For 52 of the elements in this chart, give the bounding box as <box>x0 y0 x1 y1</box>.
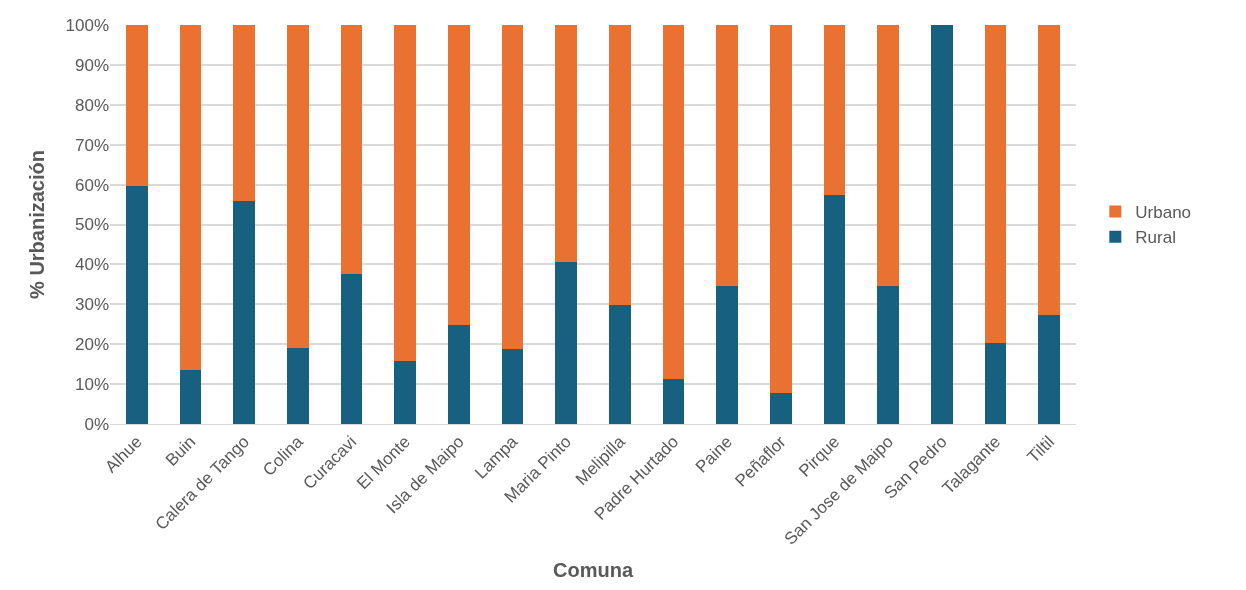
bar <box>448 325 470 424</box>
bar <box>287 25 309 349</box>
bar <box>555 25 577 263</box>
bar <box>394 25 416 361</box>
bar <box>609 25 631 305</box>
bar <box>340 25 363 274</box>
bar <box>126 186 148 424</box>
bar <box>233 201 255 424</box>
y-tick-label: 60% <box>74 175 109 195</box>
y-tick-label: 50% <box>74 215 109 235</box>
y-tick-label: 70% <box>74 135 109 155</box>
bar <box>448 25 470 326</box>
y-tick-label: 0% <box>84 414 109 434</box>
legend-label: Urbano <box>1135 203 1192 223</box>
bar <box>716 25 738 286</box>
bar <box>555 262 577 424</box>
bar <box>877 285 899 424</box>
bar <box>662 25 685 380</box>
bar <box>823 25 846 196</box>
x-axis-title: Comuna <box>553 559 634 582</box>
bar <box>823 195 846 424</box>
y-tick-label: 90% <box>74 55 109 75</box>
bar <box>287 348 309 424</box>
bar <box>233 25 255 202</box>
y-tick-label: 100% <box>65 15 109 35</box>
bar <box>394 360 416 424</box>
legend-label: Rural <box>1135 228 1176 248</box>
bar <box>340 273 363 424</box>
y-tick-label: 20% <box>74 335 109 355</box>
bar <box>501 25 524 350</box>
y-tick-label: 10% <box>74 375 109 395</box>
bar <box>662 379 685 424</box>
bar <box>126 25 148 187</box>
bar <box>770 392 792 424</box>
y-tick-label: 80% <box>74 95 109 115</box>
bar <box>501 349 524 424</box>
bar <box>179 370 202 424</box>
bar <box>984 25 1007 344</box>
bar <box>1038 314 1060 424</box>
y-tick-label: 30% <box>74 295 109 315</box>
bar <box>931 25 953 424</box>
y-axis-title: % Urbanización <box>26 150 49 299</box>
y-tick-label: 40% <box>74 255 109 275</box>
bar <box>1038 25 1060 315</box>
bar <box>984 343 1007 424</box>
bar <box>716 285 738 424</box>
bar <box>609 304 631 424</box>
bar <box>179 25 202 371</box>
x-tick-label: Tiltil <box>1023 432 1059 467</box>
bar <box>770 25 792 393</box>
x-tick-label: Buin <box>161 432 200 470</box>
bar <box>877 25 899 286</box>
